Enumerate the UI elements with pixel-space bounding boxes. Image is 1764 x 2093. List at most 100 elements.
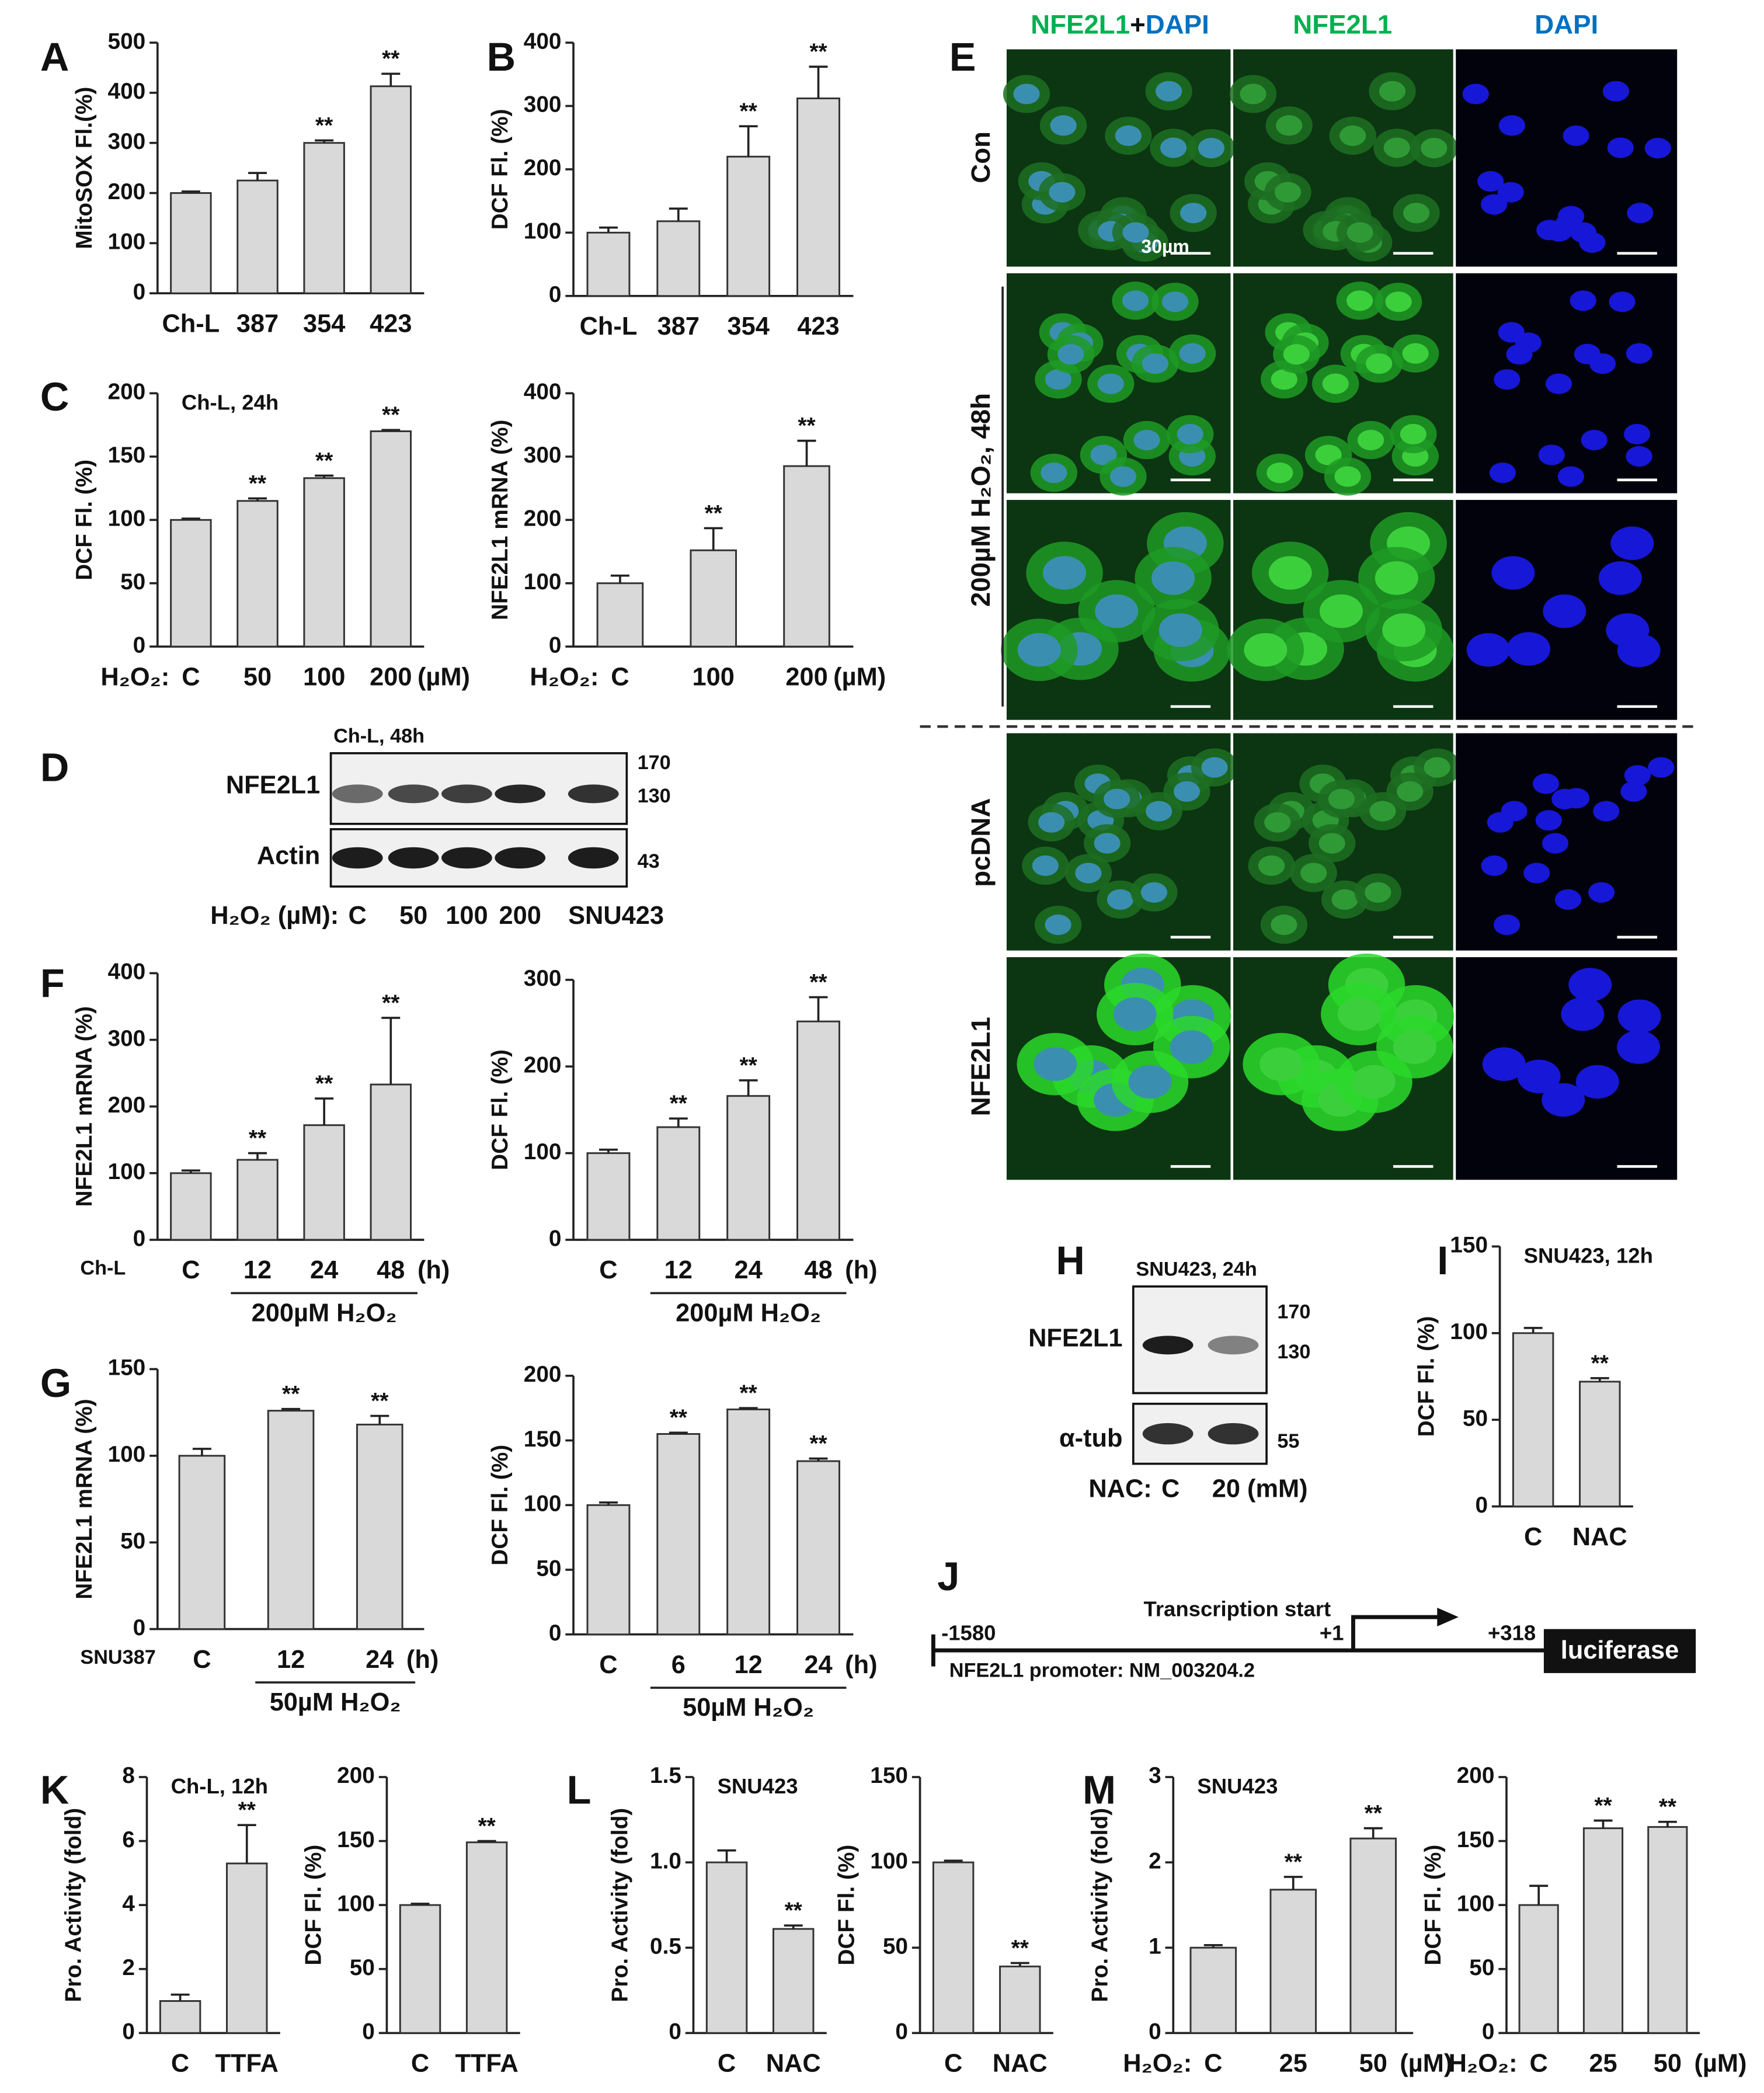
x-tick-label: 12 <box>664 1256 693 1284</box>
lane-prefix: H₂O₂ (µM): <box>210 902 339 930</box>
x-tick-label: 48 <box>377 1256 405 1284</box>
nucleus <box>1616 1030 1660 1064</box>
x-tick-label: 12 <box>735 1651 763 1679</box>
error-bar <box>599 226 618 233</box>
error-bar <box>381 72 401 86</box>
blot-row-label: α-tub <box>1059 1424 1123 1452</box>
x-tick-label: C <box>182 1256 200 1284</box>
x-tick-label: 423 <box>797 312 839 340</box>
y-axis-label: DCF Fl. (%) <box>834 1845 860 1966</box>
bar <box>726 1408 771 1636</box>
significance: ** <box>809 970 827 995</box>
nucleus <box>1032 855 1059 876</box>
error-bar <box>669 1431 688 1434</box>
nucleus <box>1482 1047 1526 1081</box>
error-bar <box>944 1859 963 1863</box>
column-header: NFE2L1 <box>1293 10 1392 40</box>
nucleus <box>1532 773 1560 794</box>
y-tick-label: 300 <box>524 966 562 991</box>
nucleus <box>1151 561 1195 595</box>
group-label: 200µM H₂O₂ <box>252 1299 397 1327</box>
nucleus <box>1133 429 1160 451</box>
nucleus <box>1259 1047 1303 1081</box>
nucleus <box>1570 222 1597 243</box>
lane-label: SNU423 <box>568 902 664 930</box>
x-tick-label: C <box>1529 2050 1547 2078</box>
significance: ** <box>382 990 400 1016</box>
mw-marker: 130 <box>1277 1341 1310 1363</box>
error-bar <box>599 1148 618 1153</box>
micrograph <box>1456 957 1678 1180</box>
y-tick-label: 0 <box>362 2019 375 2045</box>
error-bar <box>1529 1885 1549 1906</box>
y-axis-label: DCF Fl. (%) <box>72 460 97 580</box>
x-tick-label: 12 <box>277 1646 305 1674</box>
nucleus <box>1542 833 1569 854</box>
lane-label: 100 <box>446 902 488 930</box>
error-bar <box>1010 1962 1029 1967</box>
nucleus <box>1045 914 1071 936</box>
x-suffix: (µM) <box>833 663 886 691</box>
nucleus <box>1517 1059 1561 1094</box>
nucleus <box>1094 833 1121 854</box>
bar <box>303 142 345 294</box>
y-axis-label: Pro. Activity (fold) <box>61 1808 86 2002</box>
x-tick-label: 50 <box>1359 2050 1387 2078</box>
y-tick-label: 100 <box>524 1491 562 1517</box>
nucleus <box>1466 633 1510 667</box>
error-bar <box>809 1457 828 1461</box>
y-tick-label: 0 <box>549 1621 562 1646</box>
nucleus <box>1240 84 1267 105</box>
y-tick-label: 100 <box>524 1139 562 1164</box>
micrograph <box>1006 273 1231 496</box>
nucleus <box>1328 788 1355 809</box>
y-axis-label: DCF Fl. (%) <box>1421 1845 1446 1966</box>
nucleus <box>1337 997 1381 1031</box>
nucleus <box>1170 1030 1213 1064</box>
nucleus <box>1481 855 1508 876</box>
nucleus <box>1043 556 1087 590</box>
nucleus <box>1588 882 1615 903</box>
y-tick-label: 200 <box>108 1093 146 1118</box>
bar <box>783 465 830 648</box>
blot-band <box>1142 1336 1194 1355</box>
x-tick-label: TTFA <box>455 2050 518 2078</box>
x-tick-label: Ch-L <box>162 310 220 338</box>
bar <box>159 2000 201 2034</box>
panel-letter: J <box>937 1554 959 1599</box>
y-tick-label: 1.0 <box>650 1848 681 1873</box>
x-tick-label: NAC <box>766 2050 821 2078</box>
x-suffix: (h) <box>406 1646 439 1674</box>
blot-band <box>1208 1423 1259 1445</box>
chart-note: Ch-L, 12h <box>171 1774 268 1798</box>
significance: ** <box>809 40 827 65</box>
bar <box>1582 1827 1624 2034</box>
y-tick-label: 0 <box>133 1226 146 1251</box>
nucleus <box>1554 889 1582 910</box>
x-prefix: H₂O₂: <box>530 663 599 691</box>
x-prefix: H₂O₂: <box>100 663 169 691</box>
panel-letter: A <box>40 34 69 79</box>
nucleus <box>1589 353 1616 374</box>
nucleus <box>1038 812 1065 833</box>
reporter-box <box>1543 1629 1696 1673</box>
y-tick-label: 0 <box>133 1615 146 1640</box>
nucleus <box>1523 863 1550 884</box>
error-bar <box>784 1924 803 1929</box>
y-axis-label: DCF Fl. (%) <box>301 1845 326 1966</box>
x-suffix: (h) <box>417 1256 450 1284</box>
bar <box>1512 1332 1554 1508</box>
x-tick-label: 387 <box>236 310 279 338</box>
y-tick-label: 3 <box>1149 1763 1161 1788</box>
y-tick-label: 0 <box>1482 2019 1495 2045</box>
y-tick-label: 0 <box>1475 1493 1488 1518</box>
panel-letter: E <box>949 34 976 79</box>
blot-band <box>495 847 546 869</box>
nucleus <box>1352 1065 1396 1099</box>
error-bar <box>1283 1876 1303 1890</box>
column-header: NFE2L1+DAPI <box>1031 10 1209 40</box>
panel-letter: F <box>40 961 65 1006</box>
x-tick-label: 50 <box>1654 2050 1682 2078</box>
tss-arrowhead <box>1437 1608 1459 1627</box>
significance: ** <box>809 1431 827 1456</box>
